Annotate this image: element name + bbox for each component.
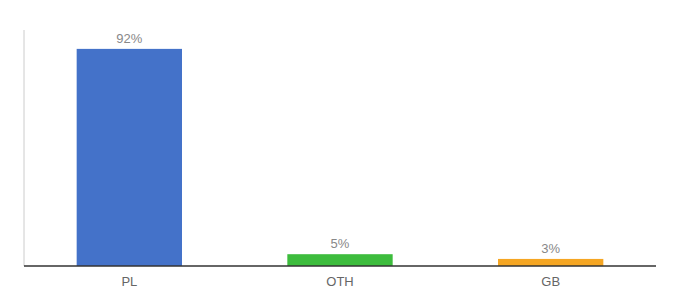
bar: [287, 254, 392, 266]
x-axis-line: [24, 265, 656, 267]
chart-container: PL OTH GB 92% 5% 3%: [0, 0, 680, 300]
x-tick-label: GB: [541, 274, 560, 289]
data-label: 3%: [541, 241, 560, 256]
y-axis-line: [24, 30, 25, 266]
bar: [498, 259, 603, 266]
x-tick-label: OTH: [326, 274, 353, 289]
chart: PL OTH GB 92% 5% 3%: [0, 0, 680, 300]
x-tick-label: PL: [121, 274, 137, 289]
bars: [77, 49, 604, 266]
data-label: 5%: [331, 236, 350, 251]
data-label: 92%: [116, 31, 142, 46]
bar: [77, 49, 182, 266]
